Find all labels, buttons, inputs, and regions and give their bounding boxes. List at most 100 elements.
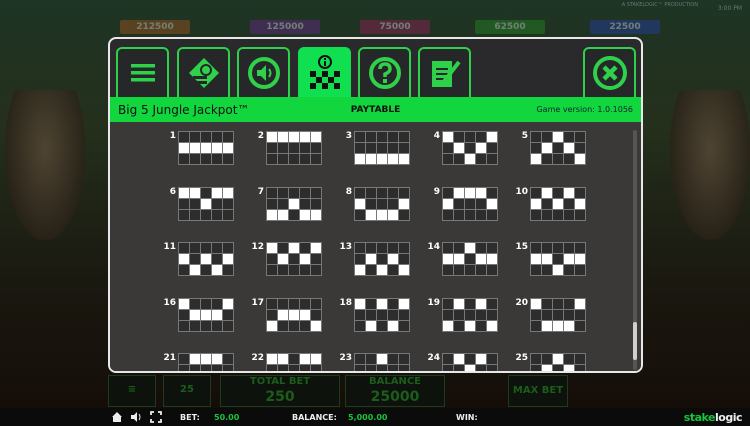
fullscreen-icon[interactable] (150, 411, 162, 423)
payline-cell (190, 265, 200, 275)
payline-cell (179, 354, 189, 364)
payline-cell (487, 154, 497, 164)
payline-cell (531, 354, 541, 364)
payline-cell (388, 143, 398, 153)
bg-total-bet: TOTAL BET 250 (220, 375, 340, 407)
sound-toggle-icon[interactable] (130, 411, 142, 423)
tab-bet-settings[interactable] (177, 47, 230, 97)
payline-cell (399, 298, 409, 309)
payline-7: 7 (250, 186, 322, 221)
payline-cell (531, 198, 541, 209)
total-bet-value: 250 (265, 389, 295, 405)
payline-cell (564, 320, 574, 331)
payline-grid (178, 353, 234, 371)
payline-grid (354, 297, 410, 332)
payline-cell (366, 209, 376, 220)
payline-cell (465, 187, 475, 198)
scrollbar-thumb[interactable] (633, 322, 637, 360)
scrollbar[interactable] (633, 130, 637, 370)
payline-cell (542, 243, 552, 253)
payline-24: 24 (426, 353, 498, 371)
payline-16: 16 (162, 297, 234, 332)
payline-cell (311, 187, 321, 198)
menu-icon (130, 64, 155, 82)
jackpot-2: 125000 (250, 20, 320, 34)
payline-number: 21 (163, 353, 176, 363)
payline-cell (575, 365, 585, 371)
payline-cell (388, 209, 398, 220)
payline-cell (476, 187, 486, 198)
payline-cell (212, 209, 222, 220)
payline-cell (575, 265, 585, 275)
payline-cell (201, 187, 211, 198)
payline-number: 7 (257, 186, 264, 197)
payline-grid (530, 131, 586, 165)
payline-cell (399, 187, 409, 198)
payline-cell (201, 243, 211, 253)
payline-cell (300, 209, 310, 220)
payline-cell (388, 187, 398, 198)
paytable-icon (309, 55, 340, 89)
payline-grid (442, 297, 498, 332)
payline-cell (300, 320, 310, 331)
payline-12: 12 (250, 242, 322, 276)
payline-cell (377, 354, 387, 364)
payline-cell (553, 243, 563, 253)
payline-cell (223, 154, 233, 164)
payline-number: 5 (521, 131, 528, 141)
payline-cell (278, 198, 288, 209)
payline-cell (278, 265, 288, 275)
payline-grid (266, 186, 322, 221)
payline-cell (179, 209, 189, 220)
jackpot-4: 62500 (475, 20, 545, 34)
payline-cell (531, 265, 541, 275)
payline-cell (267, 198, 277, 209)
payline-cell (564, 243, 574, 253)
rules-icon (431, 60, 461, 87)
close-button[interactable] (583, 47, 636, 97)
payline-cell (564, 365, 574, 371)
tab-menu[interactable] (116, 47, 169, 97)
payline-cell (377, 365, 387, 371)
payline-cell (212, 320, 222, 331)
payline-cell (190, 143, 200, 153)
payline-cell (531, 365, 541, 371)
payline-cell (377, 198, 387, 209)
payline-cell (223, 243, 233, 253)
payline-grid (354, 353, 410, 371)
payline-cell (377, 298, 387, 309)
tab-rules[interactable] (418, 47, 471, 97)
payline-cell (212, 298, 222, 309)
payline-number: 17 (251, 297, 264, 308)
payline-cell (355, 298, 365, 309)
payline-cell (278, 354, 288, 364)
payline-cell (487, 298, 497, 309)
payline-cell (300, 265, 310, 275)
payline-cell (487, 187, 497, 198)
payline-cell (179, 298, 189, 309)
tab-sound[interactable] (237, 47, 290, 97)
payline-cell (201, 198, 211, 209)
payline-cell (267, 254, 277, 264)
sound-icon (247, 57, 280, 89)
payline-cell (542, 132, 552, 142)
payline-cell (201, 254, 211, 264)
payline-cell (564, 298, 574, 309)
payline-grid (178, 242, 234, 276)
payline-cell (399, 154, 409, 164)
tab-paytable[interactable] (298, 47, 351, 97)
payline-cell (278, 187, 288, 198)
tab-help[interactable] (358, 47, 411, 97)
payline-cell (575, 254, 585, 264)
game-version: Game version: 1.0.1056 (536, 105, 634, 114)
payline-9: 9 (426, 186, 498, 221)
total-bet-label: TOTAL BET (249, 376, 311, 387)
home-icon[interactable] (111, 411, 123, 423)
payline-cell (311, 320, 321, 331)
payline-cell (443, 198, 453, 209)
payline-grid (530, 353, 586, 371)
payline-cell (278, 154, 288, 164)
payline-cell (179, 132, 189, 142)
payline-cell (388, 198, 398, 209)
balance-value: 25000 (370, 389, 420, 405)
